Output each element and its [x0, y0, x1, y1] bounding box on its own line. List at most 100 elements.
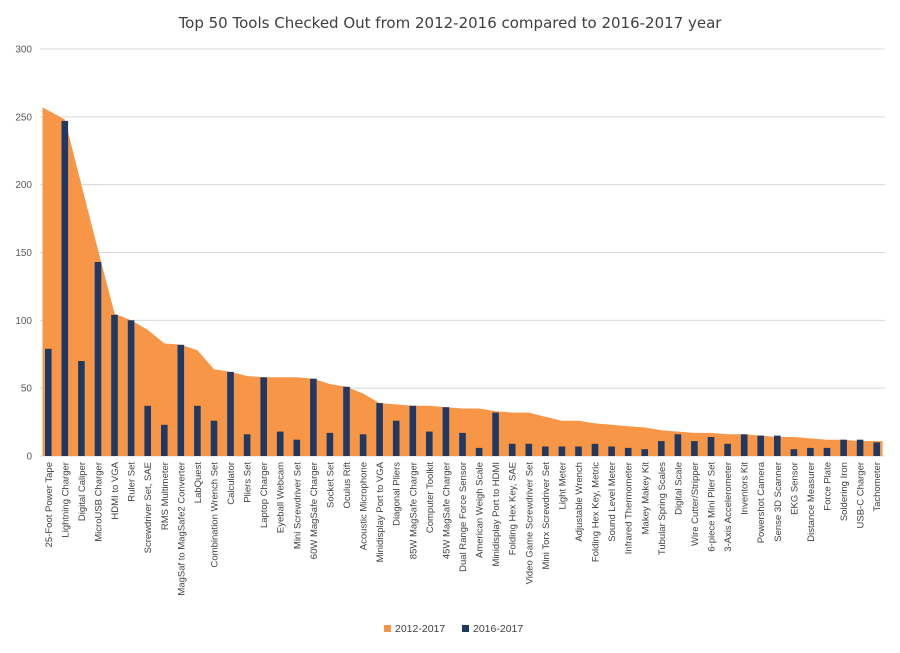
bar-21	[392, 420, 400, 456]
y-tick-label: 0	[26, 452, 32, 463]
x-category-label: Wire Cutter/Stripper	[690, 462, 701, 546]
x-category-label: Combination Wrench Set	[210, 462, 221, 568]
x-category-label: Folding Hex Key, Metric	[591, 462, 602, 562]
y-tick-label: 200	[15, 180, 32, 191]
bar-12	[243, 434, 251, 456]
x-category-label: Force Plate	[823, 462, 834, 511]
x-category-label: Laptop Charger	[259, 462, 270, 528]
x-category-label: Minidisplay Port to VGA	[375, 461, 386, 562]
y-tick-label: 300	[15, 45, 32, 56]
x-category-label: American Weigh Scale	[475, 462, 486, 558]
bar-23	[426, 431, 433, 456]
x-category-label: Tubular Spring Scales	[657, 462, 668, 555]
bar-13	[260, 377, 267, 456]
x-axis-category-labels: 25-Foot Power Tape Lightning Charger Digit…	[44, 461, 883, 595]
bar-29	[525, 443, 533, 456]
bar-3	[94, 262, 102, 456]
x-category-label: 85W MagSafe Charger	[408, 462, 419, 559]
x-category-label: Computer Toolkit	[425, 462, 436, 533]
bar-27	[492, 412, 499, 456]
x-category-label: Minidisplay Port to HDMI	[491, 462, 502, 567]
bar-36	[641, 449, 648, 456]
x-category-label: USB-C Charger	[856, 462, 867, 529]
x-category-label: Digital Scale	[673, 462, 684, 515]
bar-43	[757, 435, 764, 456]
x-category-label: Light Meter	[557, 462, 568, 510]
x-category-label: 3-Axis Accelerometer	[723, 462, 734, 552]
bar-16	[310, 378, 317, 456]
bar-26	[475, 447, 483, 456]
bar-5	[127, 320, 135, 456]
legend-swatch-1	[462, 625, 469, 632]
x-category-label: Mini Screwdriver Set	[292, 462, 303, 549]
x-category-label: Sound Level Meter	[607, 462, 618, 542]
x-category-label: Video Game Screwdriver Set	[524, 462, 535, 585]
x-category-label: Folding Hex Key, SAE	[508, 462, 519, 555]
bar-32	[575, 446, 582, 456]
x-category-label: Pliers Set	[243, 462, 254, 503]
bar-1	[61, 120, 69, 457]
x-category-label: Infrared Thermometer	[624, 462, 635, 554]
x-category-label: Tachometer	[872, 462, 883, 512]
x-category-label: Diagonal Pliers	[392, 462, 403, 526]
bar-8	[177, 344, 185, 456]
x-category-label: Mini Torx Screwdriver Set	[541, 462, 552, 570]
bar-50	[873, 442, 880, 456]
x-category-label: 25-Foot Power Tape	[44, 462, 55, 547]
x-category-label: Digital Caliper	[77, 462, 88, 521]
x-category-label: Makey Makey Kit	[640, 462, 651, 535]
bar-30	[542, 446, 549, 456]
bar-31	[558, 446, 566, 456]
bar-4	[111, 314, 118, 456]
bar-33	[591, 443, 599, 456]
bar-49	[856, 439, 864, 456]
legend-label-1: 2016-2017	[473, 623, 523, 635]
x-category-label: 45W MagSafe Charger	[441, 462, 452, 559]
x-category-label: Distance Measurer	[806, 462, 817, 542]
bar-42	[740, 434, 748, 456]
x-category-label: EKG Sensor	[789, 462, 800, 515]
x-category-label: Ruler Set	[127, 462, 138, 502]
legend-swatch-0	[384, 625, 391, 632]
x-category-label: MagSaf to MagSafe2 Converter	[176, 462, 187, 596]
bar-15	[293, 439, 301, 456]
bar-34	[608, 446, 615, 456]
bar-22	[409, 405, 417, 456]
bar-47	[823, 447, 831, 456]
x-category-label: Sense 3D Scanner	[773, 462, 784, 542]
bar-7	[161, 424, 168, 456]
bar-24	[442, 407, 450, 456]
x-category-label: LabQuest	[193, 462, 204, 504]
x-category-label: 6-piece Mini Plier Set	[707, 462, 718, 552]
x-category-label: Lightning Charger	[60, 462, 71, 538]
bar-9	[194, 405, 201, 456]
bar-48	[840, 439, 847, 456]
chart-title: Top 50 Tools Checked Out from 2012-2016 …	[178, 14, 723, 32]
bar-20	[376, 403, 383, 456]
x-category-label: Soldering Iron	[839, 462, 850, 521]
x-category-label: HDMI to VGA	[110, 461, 121, 519]
bar-17	[326, 432, 334, 456]
bar-2	[78, 361, 85, 456]
bar-6	[144, 405, 151, 456]
x-category-label: Powershot Camera	[756, 461, 767, 543]
bar-10	[210, 420, 218, 456]
y-tick-label: 250	[15, 112, 32, 123]
y-axis-ticks: 0 50 100 150 200 250 300	[15, 45, 32, 463]
y-tick-label: 150	[15, 248, 32, 259]
bar-38	[674, 434, 682, 456]
bar-11	[227, 371, 234, 456]
x-category-label: 60W MagSafe Charger	[309, 462, 320, 559]
bar-37	[658, 441, 665, 456]
y-tick-label: 50	[21, 384, 33, 395]
legend-label-0: 2012-2017	[395, 623, 445, 635]
x-category-label: Dual Range Force Sensor	[458, 462, 469, 572]
bar-0	[45, 348, 52, 456]
bar-28	[508, 443, 516, 456]
bar-44	[774, 435, 781, 456]
bar-14	[276, 431, 284, 456]
bar-40	[707, 437, 715, 456]
bar-25	[459, 432, 466, 456]
